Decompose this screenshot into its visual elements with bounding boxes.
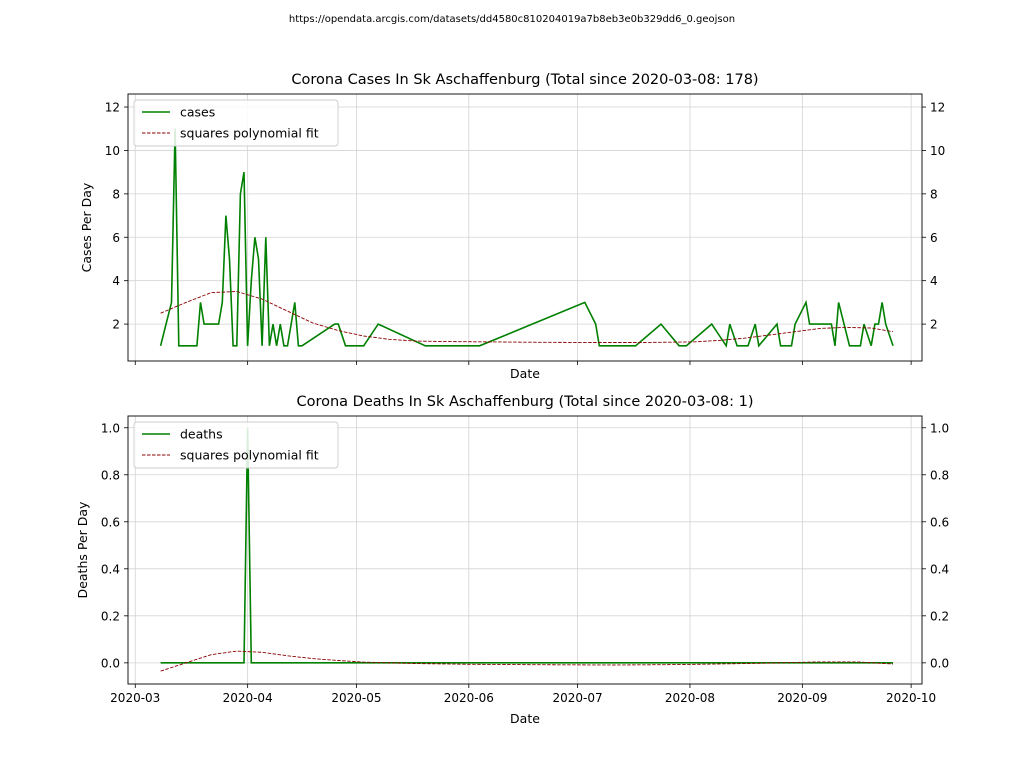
y-axis-label: Deaths Per Day <box>75 501 90 598</box>
legend-label: deaths <box>180 427 223 442</box>
x-tick-label: 2020-07 <box>553 691 603 705</box>
x-tick-label: 2020-04 <box>223 691 273 705</box>
y-tick-label-left: 0.2 <box>101 609 120 623</box>
axes-frame <box>127 93 923 362</box>
deaths-chart: 2020-03 2020-04 2020-05 2020-06 2020-07 2020-… <box>75 394 949 726</box>
y-tick-label-right: 1.0 <box>930 421 949 435</box>
y-tick-label-right: 0.6 <box>930 515 949 529</box>
y-axis-label: Cases Per Day <box>79 182 94 272</box>
cases-chart: 2 2 4 4 6 6 8 8 10 10 12 12 Corona Cases In Sk Ascha… <box>79 72 945 381</box>
axes-frame <box>127 415 923 685</box>
y-tick-label-left: 6 <box>112 231 120 245</box>
legend: cases squares polynomial fit <box>133 99 339 147</box>
legend-label: squares polynomial fit <box>180 448 319 463</box>
y-tick-label-left: 0.8 <box>101 468 120 482</box>
cases-line <box>159 128 894 348</box>
x-tick-label: 2020-08 <box>665 691 715 705</box>
y-tick-label-right: 2 <box>930 318 938 332</box>
x-tick-label: 2020-06 <box>444 691 494 705</box>
x-tick-label: 2020-05 <box>331 691 381 705</box>
y-tick-label-left: 4 <box>112 274 120 288</box>
y-tick-label-left: 2 <box>112 318 120 332</box>
x-tick-label: 2020-09 <box>777 691 827 705</box>
deaths-fit-line <box>160 650 894 672</box>
y-tick-label-right: 0.0 <box>930 656 949 670</box>
y-tick-label-right: 12 <box>930 101 945 115</box>
legend-box <box>133 421 339 469</box>
legend-box <box>133 99 339 147</box>
x-tick-label: 2020-10 <box>886 691 936 705</box>
legend: deaths squares polynomial fit <box>133 421 339 469</box>
y-tick-label-left: 12 <box>105 101 120 115</box>
y-tick-label-right: 0.8 <box>930 468 949 482</box>
chart-title: Corona Cases In Sk Aschaffenburg (Total … <box>291 72 758 88</box>
y-tick-label-left: 0.4 <box>101 562 120 576</box>
cases-fit-line <box>160 291 894 343</box>
y-tick-label-right: 4 <box>930 274 938 288</box>
y-tick-label-left: 1.0 <box>101 421 120 435</box>
y-tick-label-right: 0.4 <box>930 562 949 576</box>
y-tick-label-right: 0.2 <box>930 609 949 623</box>
y-tick-label-right: 10 <box>930 144 945 158</box>
chart-title: Corona Deaths In Sk Aschaffenburg (Total… <box>296 394 753 410</box>
x-axis-label: Date <box>510 366 540 381</box>
y-tick-label-left: 8 <box>112 187 120 201</box>
source-url: https://opendata.arcgis.com/datasets/dd4… <box>288 14 736 25</box>
y-tick-label-left: 0.6 <box>101 515 120 529</box>
y-tick-label-right: 6 <box>930 231 938 245</box>
y-tick-label-left: 0.0 <box>101 656 120 670</box>
x-axis-label: Date <box>510 711 540 726</box>
x-tick-label: 2020-03 <box>110 691 160 705</box>
legend-label: cases <box>180 105 215 120</box>
y-tick-label-right: 8 <box>930 187 938 201</box>
legend-label: squares polynomial fit <box>180 126 319 141</box>
y-tick-label-left: 10 <box>105 144 120 158</box>
